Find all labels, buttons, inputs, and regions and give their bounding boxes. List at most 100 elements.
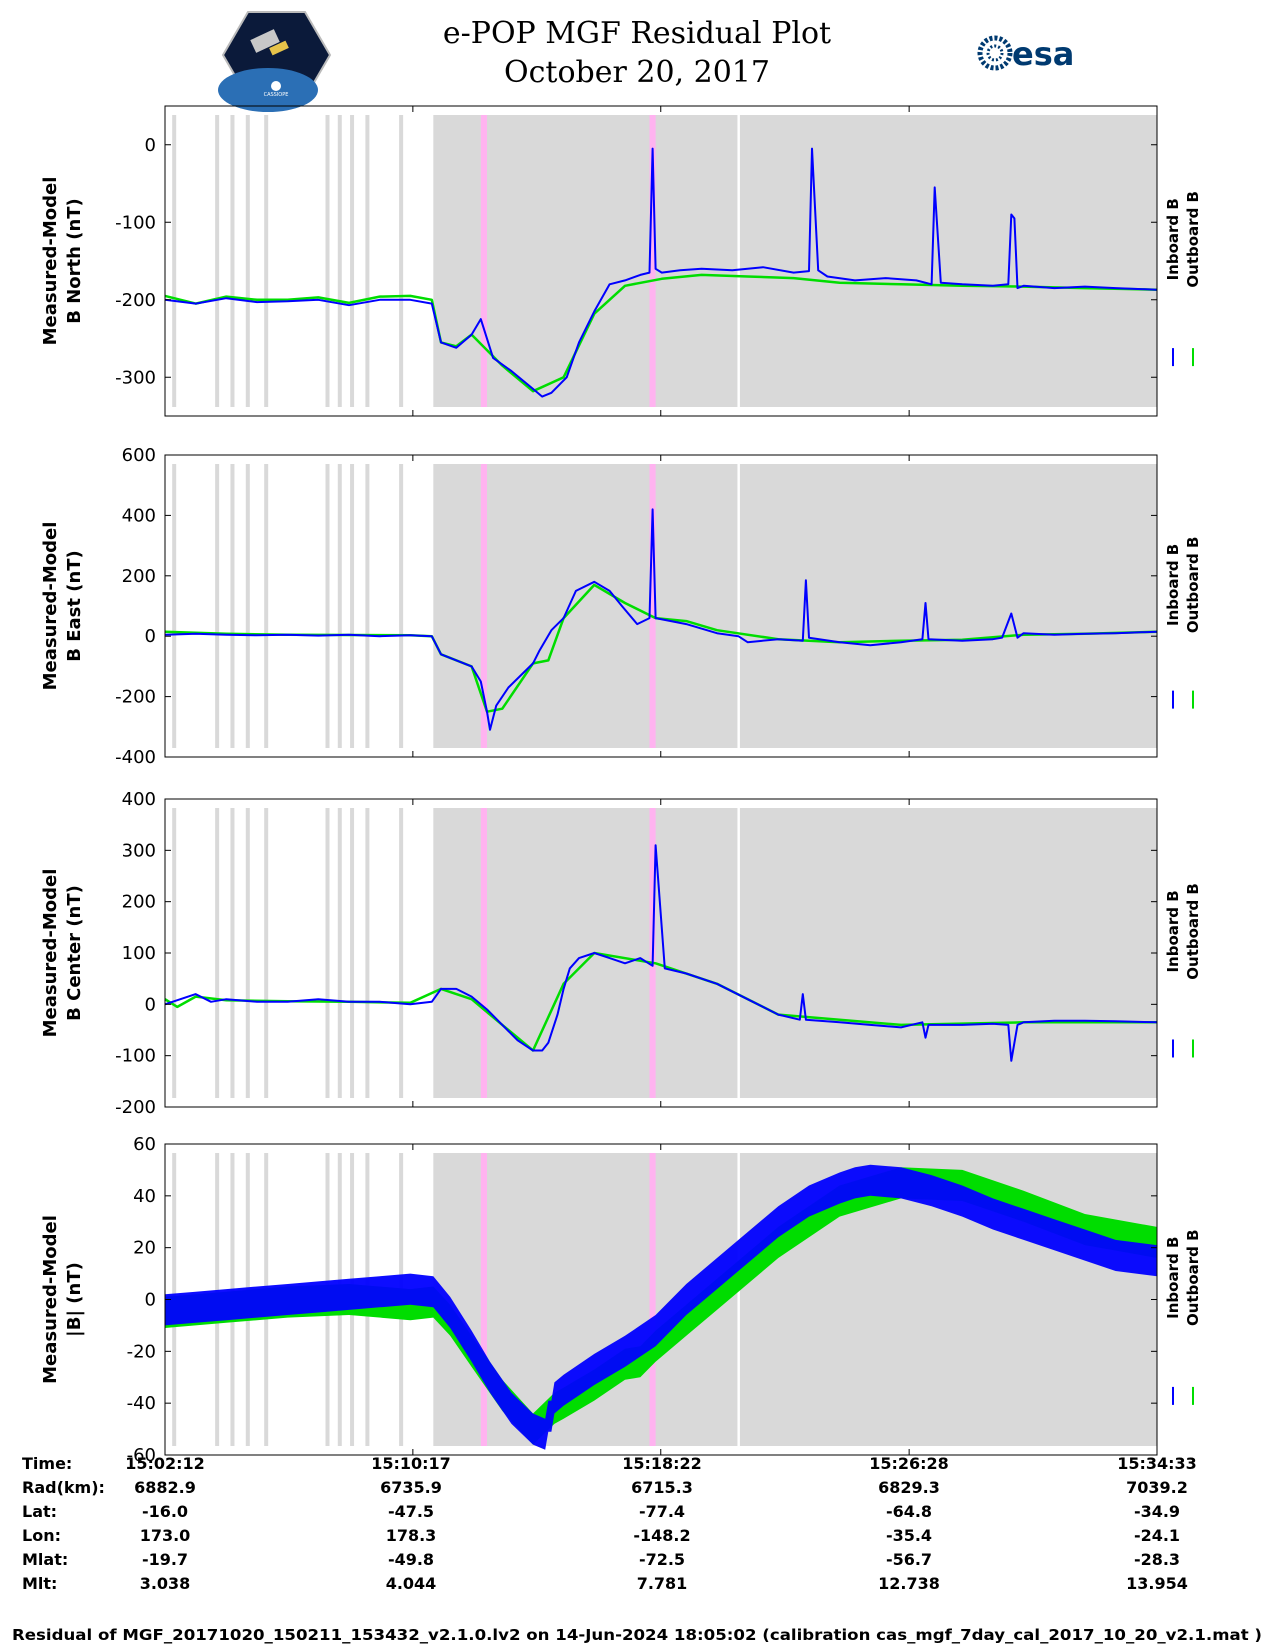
white-line <box>737 808 740 1098</box>
col2-mlat: -49.8 <box>388 1550 434 1569</box>
legend-outboard-label: Outboard B <box>1184 537 1202 634</box>
gray-line-3 <box>230 115 235 407</box>
col2-rad: 6735.9 <box>380 1478 442 1497</box>
col5-mlat: -28.3 <box>1134 1550 1180 1569</box>
y-tick-label-4: 0 <box>145 1290 156 1311</box>
panel-1: 0 -100 -200 -300 Measured-Model B North (nT) I… <box>40 105 1202 417</box>
y-tick-label-6: -100 <box>115 1046 156 1067</box>
gray-line-10 <box>399 115 404 407</box>
legend-outboard-label: Outboard B <box>1184 883 1202 980</box>
y-axis-label-line1: Measured-Model <box>40 869 61 1038</box>
legend-outboard-label: Outboard B <box>1184 191 1202 288</box>
y-tick-label-3: 200 <box>122 566 156 587</box>
shaded-region-1 <box>433 115 1157 407</box>
col1-lat: -16.0 <box>142 1502 188 1521</box>
series-inboard-line <box>164 147 1158 398</box>
col1-mlat: -19.7 <box>142 1550 188 1569</box>
y-tick-label-3: -200 <box>115 290 156 311</box>
y-tick-label-4: 100 <box>122 943 156 964</box>
y-tick-label-7: -60 <box>127 1445 156 1466</box>
gray-line-10 <box>399 464 404 748</box>
col4-lat: -64.8 <box>886 1502 932 1521</box>
gray-line-8 <box>350 464 355 748</box>
white-line <box>737 464 740 748</box>
row-label-lon: Lon: <box>22 1526 61 1545</box>
y-tick-label-5: -20 <box>127 1341 156 1362</box>
row-label-time: Time: <box>22 1454 72 1473</box>
gray-line-6 <box>325 808 330 1098</box>
y-axis-label-line1: Measured-Model <box>40 1215 61 1384</box>
col4-mlat: -56.7 <box>886 1550 932 1569</box>
gray-line-4 <box>245 464 250 748</box>
gray-line-2 <box>215 464 220 748</box>
y-tick-label-5: -200 <box>115 687 156 708</box>
gray-line-2 <box>215 808 220 1098</box>
pink-band-2 <box>649 464 656 748</box>
y-tick-label-3: 200 <box>122 892 156 913</box>
col5-time: 15:34:33 <box>1117 1454 1197 1473</box>
y-axis-label-line2: B Center (nT) <box>64 885 85 1021</box>
pink-band-1 <box>480 115 487 407</box>
gray-line-4 <box>245 115 250 407</box>
y-tick-label-1: 0 <box>145 135 156 156</box>
gray-line-2 <box>215 115 220 407</box>
row-label-mlt: Mlt: <box>22 1574 57 1593</box>
col2-lon: 178.3 <box>386 1526 437 1545</box>
gray-line-6 <box>325 115 330 407</box>
y-tick-label-6: -40 <box>127 1393 156 1414</box>
legend-inboard-label: Inboard B <box>1164 890 1182 972</box>
col5-rad: 7039.2 <box>1126 1478 1188 1497</box>
col1-lon: 173.0 <box>140 1526 191 1545</box>
white-line <box>737 115 740 407</box>
col5-lat: -34.9 <box>1134 1502 1180 1521</box>
gray-line-7 <box>337 464 342 748</box>
row-label-lat: Lat: <box>22 1502 57 1521</box>
y-tick-label-5: 0 <box>145 994 156 1015</box>
col5-lon: -24.1 <box>1134 1526 1180 1545</box>
y-axis-label-line2: B North (nT) <box>64 198 85 324</box>
cassiope-logo-caption: CASSIOPE <box>264 92 289 98</box>
y-axis-label-line2: |B| (nT) <box>64 1262 85 1337</box>
legend-outboard-label: Outboard B <box>1184 1229 1202 1326</box>
col2-mlt: 4.044 <box>386 1574 437 1593</box>
cassiope-logo: CASSIOPE <box>218 11 332 112</box>
y-tick-label-7: -200 <box>115 1097 156 1118</box>
pink-band-1 <box>480 808 487 1098</box>
y-axis-label-line1: Measured-Model <box>40 177 61 346</box>
shaded-region-1 <box>433 808 1157 1098</box>
gray-line-1 <box>172 808 177 1098</box>
pink-band-1 <box>480 464 487 748</box>
y-tick-label-4: 0 <box>145 626 156 647</box>
col2-lat: -47.5 <box>388 1502 434 1521</box>
legend-inboard-label: Inboard B <box>1164 1237 1182 1319</box>
col1-rad: 6882.9 <box>134 1478 196 1497</box>
gray-line-6 <box>325 464 330 748</box>
pink-band-1 <box>480 1153 487 1446</box>
series-outboard-line <box>164 273 1158 393</box>
gray-line-9 <box>365 808 370 1098</box>
gray-line-7 <box>337 808 342 1098</box>
gray-line-9 <box>365 464 370 748</box>
header: CASSIOPE e-POP MGF Residual Plot October… <box>218 11 1074 112</box>
pink-band-2 <box>649 1153 656 1446</box>
esa-logo: esa <box>977 35 1074 73</box>
col3-time: 15:18:22 <box>622 1454 702 1473</box>
gray-line-4 <box>245 808 250 1098</box>
panel-2: 600 400 200 0 -200 -400 Measured-Model B East (… <box>40 445 1202 768</box>
col3-mlt: 7.781 <box>637 1574 688 1593</box>
col4-lon: -35.4 <box>886 1526 932 1545</box>
col5-mlt: 13.954 <box>1126 1574 1188 1593</box>
y-tick-label-2: 400 <box>122 505 156 526</box>
y-tick-label-4: -300 <box>115 367 156 388</box>
panel-4: 60 40 20 0 -20 -40 -60 Measured-Model |B| (nT) In… <box>40 1134 1202 1466</box>
shaded-region-1 <box>433 464 1157 748</box>
legend-inboard-label: Inboard B <box>1164 544 1182 626</box>
col4-rad: 6829.3 <box>878 1478 940 1497</box>
col3-mlat: -72.5 <box>639 1550 685 1569</box>
col2-time: 15:10:17 <box>371 1454 451 1473</box>
row-label-mlat: Mlat: <box>22 1550 68 1569</box>
row-label-rad: Rad(km): <box>22 1478 105 1497</box>
gray-line-9 <box>365 115 370 407</box>
footer-note: Residual of MGF_20171020_150211_153432_v… <box>12 1626 1262 1644</box>
